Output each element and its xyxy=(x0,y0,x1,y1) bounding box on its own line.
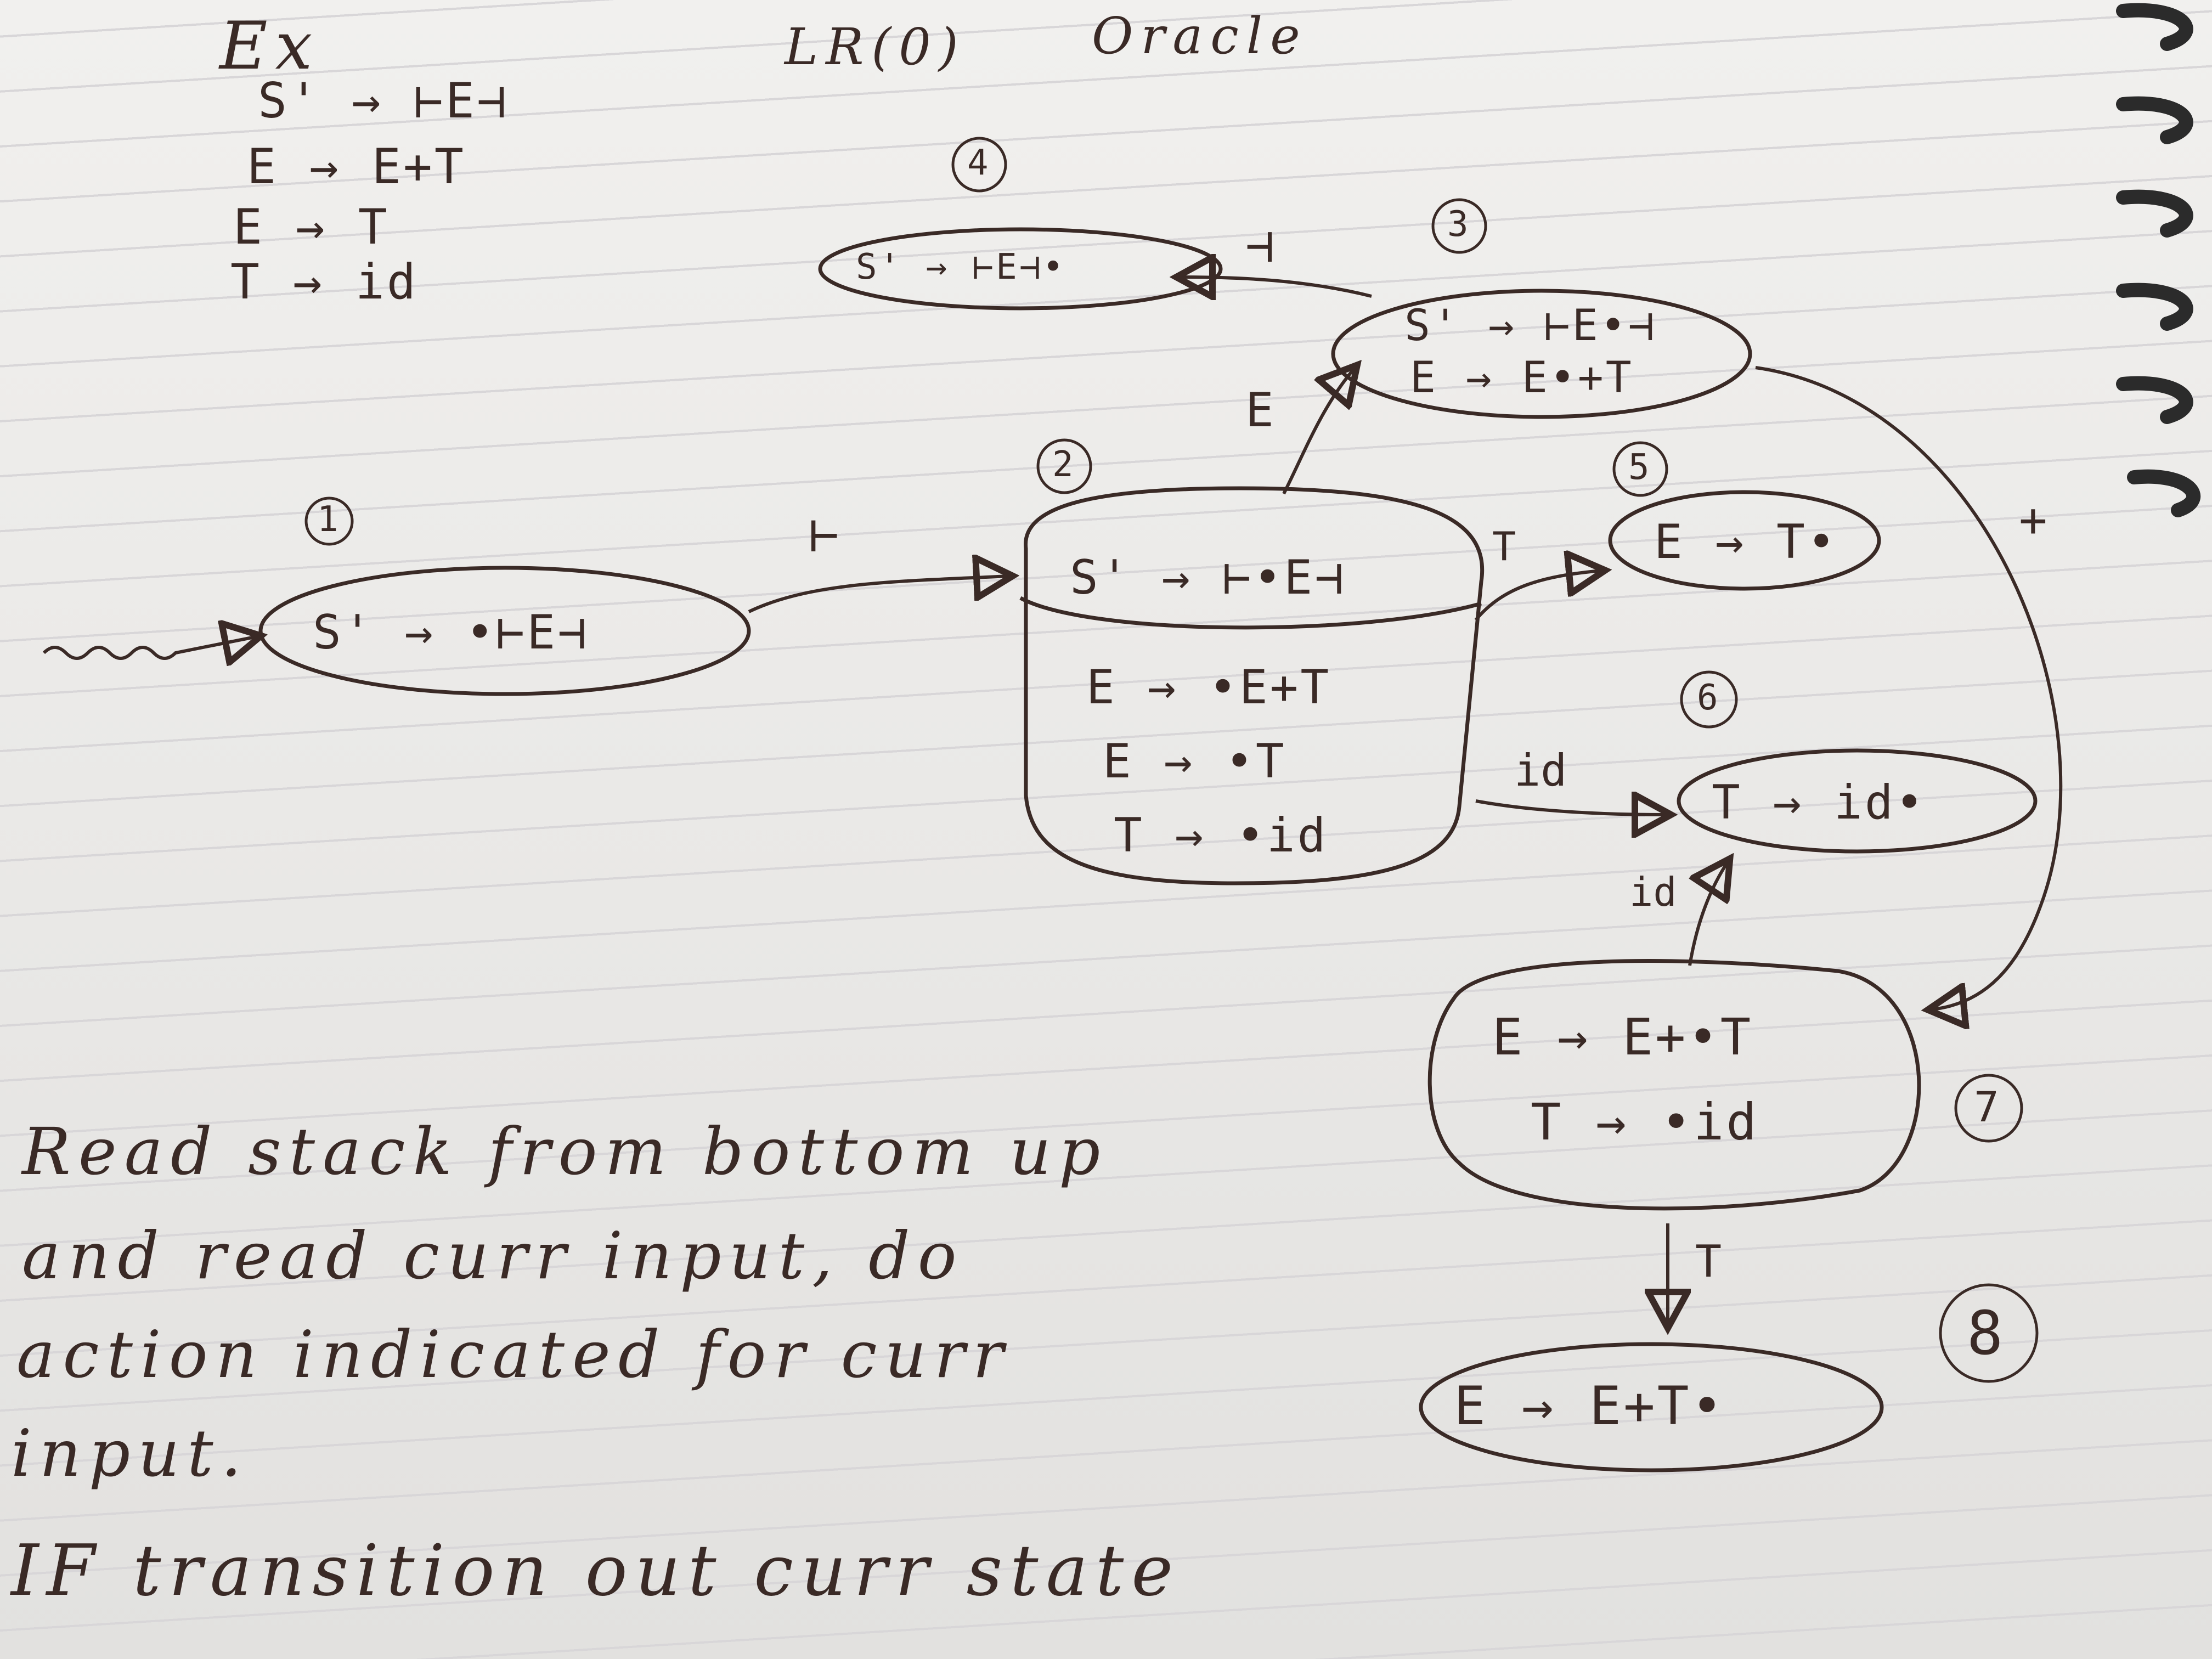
state-4-number-circle xyxy=(951,137,1007,193)
state-6-number-circle xyxy=(1680,670,1738,729)
edge-1-to-2 xyxy=(748,576,1009,613)
edge-2-to-6 xyxy=(1475,801,1668,815)
state-2-number-circle xyxy=(1036,438,1092,494)
state-7-item-1: E → E+•T xyxy=(1492,1008,1753,1066)
grammar-rule-3: E → T xyxy=(233,199,390,255)
start-arrow xyxy=(42,636,258,658)
note-line-3: action indicated for curr xyxy=(16,1317,1012,1392)
note-line-2: and read curr input, do xyxy=(22,1218,964,1294)
state-4-item-1: S' → ⊢E⊣• xyxy=(856,247,1066,287)
note-line-5: IF transition out curr state xyxy=(11,1530,1181,1612)
edge-label-1-to-2: ⊢ xyxy=(809,506,839,563)
edge-label-3-to-7: + xyxy=(2019,493,2047,548)
state-2-divider xyxy=(1019,596,1482,630)
state-2-number: 2 xyxy=(1052,444,1074,485)
note-line-1: Read stack from bottom up xyxy=(22,1114,1108,1189)
edge-label-2-to-5: T xyxy=(1492,523,1516,569)
grammar-rule-2: E → E+T xyxy=(247,138,466,195)
state-8-number: 8 xyxy=(1967,1298,2004,1368)
state-1-item-1: S' → •⊢E⊣ xyxy=(313,605,588,660)
edge-label-3-to-4: ⊣ xyxy=(1245,218,1274,273)
edge-3-to-7 xyxy=(1755,366,2063,1009)
state-8-shape xyxy=(1419,1342,1884,1472)
state-5-shape xyxy=(1608,490,1881,591)
state-2-item-1: E → •E+T xyxy=(1086,660,1331,715)
edge-label-7-to-6: id xyxy=(1629,869,1677,915)
edge-3-to-4 xyxy=(1180,277,1372,296)
state-6-item-1: T → id• xyxy=(1712,775,1926,830)
state-8-item-1: E → E+T• xyxy=(1454,1375,1725,1437)
state-2-kernel-item: S' → ⊢•E⊣ xyxy=(1070,550,1345,605)
state-4-number: 4 xyxy=(967,143,989,183)
spiral-binding-coils xyxy=(2116,3,2201,517)
state-3-item-2: E → E•+T xyxy=(1410,353,1634,403)
diagram-subtitle: Oracle xyxy=(1092,7,1308,65)
grammar-rule-4: T → id xyxy=(230,253,418,310)
state-1-number: 1 xyxy=(317,499,338,540)
state-1-shape xyxy=(258,566,751,696)
edge-7-to-6 xyxy=(1688,861,1728,966)
state-6-shape xyxy=(1677,748,2038,854)
example-label: Ex xyxy=(219,8,320,84)
state-4-shape xyxy=(818,227,1223,311)
state-5-item-1: E → T• xyxy=(1654,515,1838,569)
note-line-4: input. xyxy=(11,1415,250,1491)
grammar-rule-1: S' → ⊢E⊣ xyxy=(258,72,508,129)
state-1-number-circle xyxy=(304,496,354,546)
diagram-title: LR(0) xyxy=(785,18,966,76)
state-7-number: 7 xyxy=(1974,1082,1999,1131)
state-2-item-2: E → •T xyxy=(1103,734,1286,789)
state-3-number-circle xyxy=(1431,198,1487,254)
state-5-number: 5 xyxy=(1628,447,1650,488)
edge-2-to-5 xyxy=(1474,571,1602,621)
state-3-number: 3 xyxy=(1447,204,1469,245)
state-7-shape xyxy=(1427,959,1921,1211)
edge-2-to-3 xyxy=(1282,368,1355,495)
state-5-number-circle xyxy=(1612,441,1668,497)
edge-label-2-to-6: id xyxy=(1514,745,1567,796)
state-7-item-2: T → •id xyxy=(1531,1093,1759,1152)
state-3-item-1: S' → ⊢E•⊣ xyxy=(1404,301,1656,351)
state-2-item-3: T → •id xyxy=(1114,808,1328,863)
edge-label-7-to-8: T xyxy=(1695,1236,1722,1287)
state-8-number-circle xyxy=(1939,1283,2039,1383)
state-7-number-circle xyxy=(1954,1074,2023,1143)
state-2-shape xyxy=(1024,486,1485,885)
state-3-shape xyxy=(1331,289,1752,419)
edge-label-2-to-3: E xyxy=(1245,383,1274,438)
state-6-number: 6 xyxy=(1697,678,1718,718)
